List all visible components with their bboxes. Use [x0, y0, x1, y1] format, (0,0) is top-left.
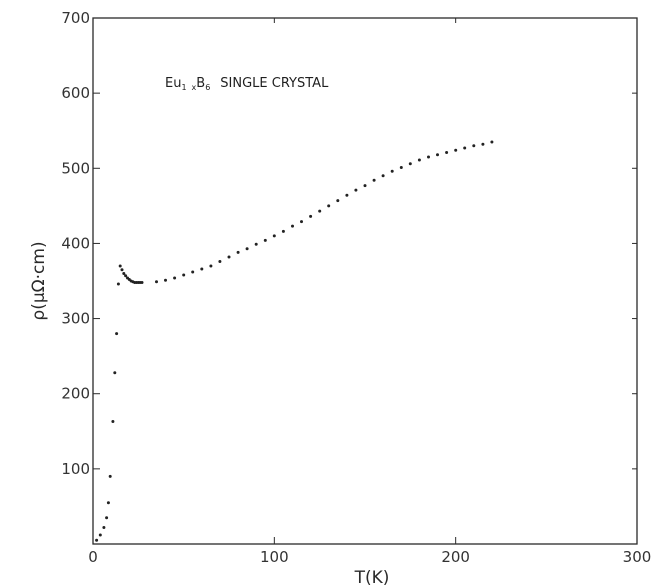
annotation-x: x: [192, 83, 197, 92]
data-point: [363, 184, 367, 188]
x-tick-label: 100: [260, 548, 289, 566]
data-point: [309, 214, 313, 218]
data-point: [490, 140, 494, 144]
data-point: [108, 474, 112, 478]
data-point: [354, 188, 358, 192]
data-point: [417, 158, 421, 162]
data-point: [173, 276, 177, 280]
data-point: [291, 224, 294, 228]
data-point: [381, 174, 385, 178]
data-point: [120, 268, 124, 272]
data-points: [95, 140, 494, 542]
data-point: [272, 234, 276, 238]
data-point: [124, 274, 128, 278]
x-tick-label: 200: [441, 548, 470, 566]
x-axis-label: T(K): [354, 568, 390, 588]
data-point: [281, 229, 285, 233]
y-tick-label: 500: [61, 159, 90, 177]
data-point: [182, 273, 186, 277]
data-point: [399, 166, 403, 169]
data-point: [336, 199, 340, 203]
data-point: [408, 162, 412, 166]
data-point: [105, 516, 109, 520]
data-point: [245, 247, 249, 251]
annotation-sub1: 1: [181, 83, 186, 92]
y-tick-label: 600: [61, 84, 90, 102]
data-point: [427, 155, 430, 159]
data-point: [481, 142, 485, 146]
annotation-suffix: SINGLE CRYSTAL: [220, 76, 329, 91]
data-point: [140, 281, 144, 284]
data-point: [300, 220, 303, 224]
data-point: [200, 267, 204, 271]
data-point: [115, 332, 119, 336]
data-point: [390, 169, 394, 173]
data-point: [236, 250, 240, 254]
y-tick-label: 400: [61, 234, 90, 252]
data-point: [318, 209, 322, 213]
data-point: [209, 264, 213, 268]
y-tick-label: 100: [61, 460, 90, 478]
y-tick-label: 200: [61, 385, 90, 403]
data-point: [327, 204, 331, 208]
data-point: [436, 153, 439, 157]
data-point: [191, 270, 195, 274]
annotation-middle: B: [196, 76, 205, 91]
tick-labels: 0 100 200 300 100 200 300 400 500 600 700: [61, 9, 651, 566]
data-point: [98, 533, 102, 537]
chart-annotation: Eu1 xB6 SINGLE CRYSTAL: [165, 76, 329, 92]
data-point: [95, 538, 99, 542]
data-point: [345, 193, 349, 197]
data-point: [227, 255, 231, 259]
data-point: [463, 146, 467, 150]
data-point: [111, 420, 115, 423]
data-point: [118, 264, 122, 268]
data-point: [106, 501, 110, 505]
axis-ticks: [92, 17, 638, 544]
y-axis-label: ρ(μΩ·cm): [29, 241, 49, 320]
x-tick-label: 300: [623, 548, 652, 566]
annotation-prefix: Eu: [165, 76, 181, 91]
annotation-sub2: 6: [205, 83, 210, 92]
data-point: [218, 260, 222, 263]
data-point: [454, 148, 458, 152]
data-point: [113, 371, 117, 375]
data-point: [445, 151, 449, 154]
data-point: [372, 178, 376, 182]
y-tick-label: 700: [61, 9, 90, 27]
plot-frame: [92, 17, 638, 545]
data-point: [263, 238, 267, 242]
data-point: [472, 144, 476, 148]
data-point: [254, 242, 258, 246]
data-point: [116, 282, 120, 286]
data-point: [122, 272, 126, 275]
y-tick-label: 300: [61, 310, 90, 328]
data-point: [155, 280, 158, 284]
data-point: [164, 278, 167, 282]
x-tick-label: 0: [88, 548, 98, 566]
data-point: [102, 526, 106, 529]
